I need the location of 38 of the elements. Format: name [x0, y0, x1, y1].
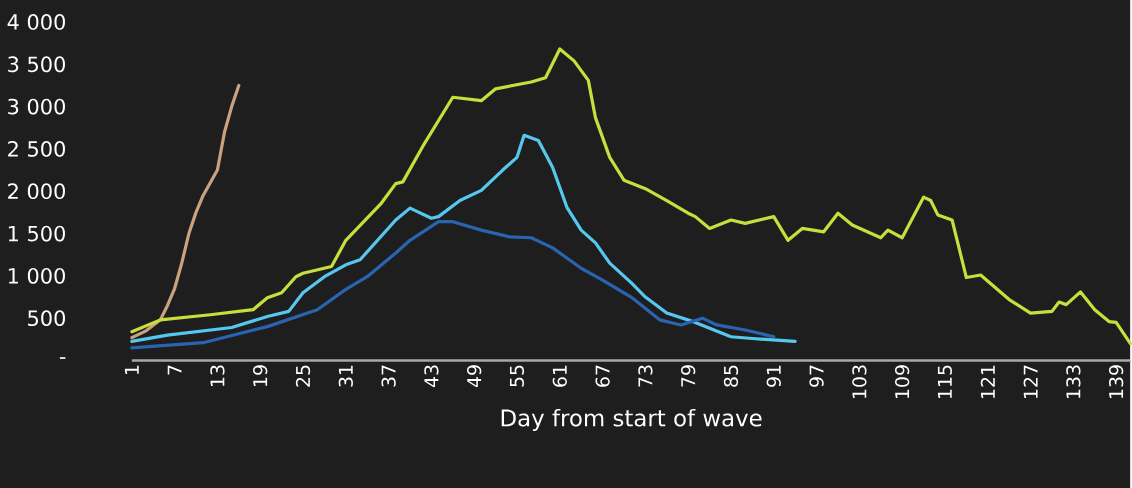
x-tick-label: 31	[338, 365, 353, 387]
x-axis-title: Day from start of wave	[501, 408, 762, 431]
y-tick-label: 4 000	[7, 13, 65, 30]
x-tick-label: 25	[295, 365, 311, 387]
x-tick-label: 127	[1023, 365, 1038, 398]
y-tick-label: 1 500	[8, 225, 65, 242]
x-tick-label: 73	[638, 365, 653, 387]
x-tick-label: 13	[210, 365, 225, 386]
y-tick-label: -	[59, 357, 66, 359]
x-tick-label: 133	[1066, 365, 1081, 398]
line-series	[130, 47, 1132, 346]
x-tick-label: 79	[681, 365, 696, 387]
x-tick-label: 19	[253, 365, 268, 386]
line-series	[130, 133, 797, 343]
x-tick-label: 1	[124, 365, 139, 374]
x-tick-label: 49	[467, 365, 482, 387]
x-tick-label: 109	[895, 365, 910, 398]
x-tick-label: 55	[509, 365, 525, 387]
x-tick-label: 67	[595, 365, 610, 387]
x-tick-label: 7	[167, 365, 182, 375]
x-tick-label: 37	[381, 365, 396, 387]
x-tick-label: 43	[424, 365, 439, 387]
x-tick-label: 97	[809, 365, 824, 387]
line-series	[130, 83, 241, 340]
x-tick-label: 91	[766, 365, 781, 387]
x-tick-label: 121	[980, 365, 995, 398]
x-tick-label: 103	[852, 365, 867, 398]
y-tick-label: 500	[28, 310, 65, 326]
x-tick-label: 115	[937, 365, 952, 398]
line-series	[130, 219, 776, 350]
x-tick-label: 61	[552, 365, 567, 387]
x-tick-label: 139	[1109, 365, 1124, 398]
x-tick-label: 85	[723, 365, 739, 387]
y-tick-label: 3 500	[8, 56, 65, 73]
y-tick-label: 3 000	[8, 98, 65, 115]
y-tick-label: 2 000	[8, 183, 65, 199]
y-tick-label: 2 500	[8, 140, 65, 157]
y-tick-label: 1 000	[8, 267, 65, 284]
